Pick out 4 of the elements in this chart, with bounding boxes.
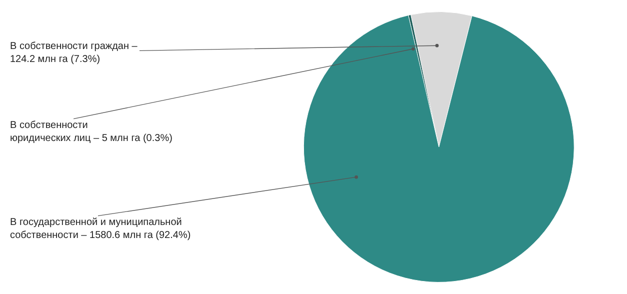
slice-label: В государственной и муниципальной собственности – 1580.6 млн га (92.4%)	[10, 217, 191, 241]
slice-label: В собственности юридических лиц – 5 млн га (0.3%)	[10, 120, 172, 144]
slice-label: В собственности граждан – 124.2 млн га (7.3%)	[10, 41, 138, 65]
pie-slice	[304, 15, 574, 282]
